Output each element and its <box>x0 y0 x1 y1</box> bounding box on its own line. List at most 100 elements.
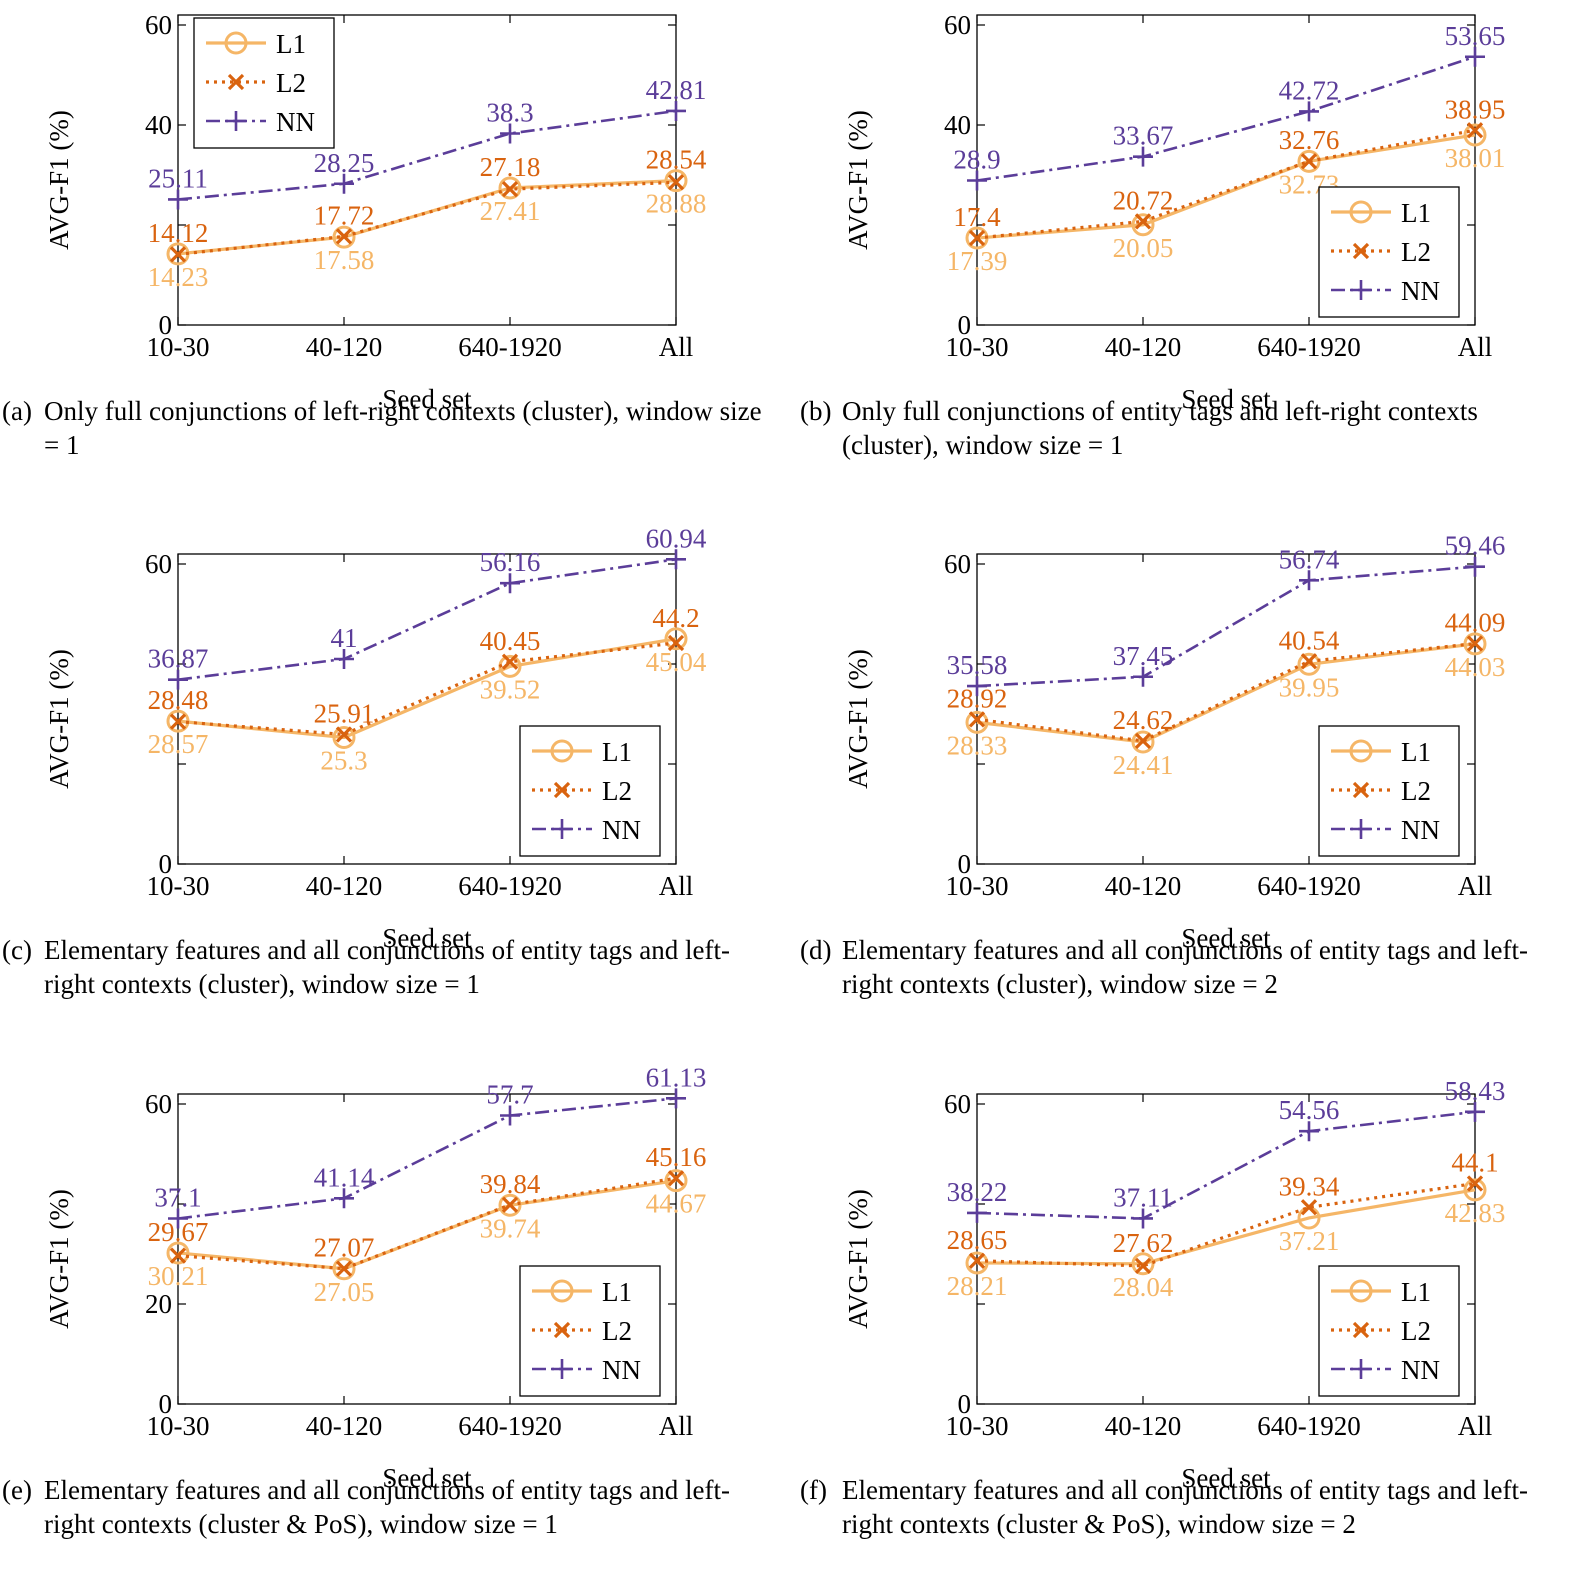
plot-frame <box>976 553 1476 865</box>
nn-marker <box>1133 666 1153 687</box>
x-tick-label: 40-120 <box>306 871 383 901</box>
l1-data-label: 17.58 <box>314 245 375 275</box>
l2-marker <box>1352 1321 1370 1339</box>
y-tick-label: 0 <box>958 1389 972 1419</box>
nn-marker <box>666 100 686 121</box>
nn-series-line <box>177 558 677 681</box>
x-axis-title: Seed set <box>382 923 472 953</box>
nn-data-label: 36.87 <box>148 644 209 674</box>
x-tick-label: All <box>659 332 694 362</box>
l1-series-line <box>177 1179 677 1271</box>
l1-marker <box>1131 730 1155 754</box>
nn-marker <box>552 819 572 839</box>
l2-data-label: 45.16 <box>646 1142 707 1172</box>
x-tick-label: 40-120 <box>1105 871 1182 901</box>
l1-data-label: 20.05 <box>1113 233 1174 263</box>
l2-data-label: 14.12 <box>148 218 209 248</box>
legend-label-l2: L2 <box>1401 776 1431 806</box>
l2-marker <box>1134 1257 1152 1275</box>
l1-data-label: 17.39 <box>947 246 1008 276</box>
legend-label-l2: L2 <box>1401 237 1431 267</box>
nn-series-line <box>976 565 1476 688</box>
y-axis-title: AVG-F1 (%) <box>843 649 873 789</box>
l2-data-label: 24.62 <box>1113 705 1174 735</box>
y-tick-label: 0 <box>159 1389 173 1419</box>
l1-data-label: 30.21 <box>148 1261 209 1291</box>
legend-box <box>519 725 661 857</box>
l1-data-label: 28.04 <box>1113 1272 1174 1302</box>
y-axis-title: AVG-F1 (%) <box>44 1189 74 1329</box>
l1-marker <box>965 710 989 734</box>
l1-data-label: 44.67 <box>646 1189 707 1219</box>
l1-series-line <box>976 133 1476 240</box>
nn-data-label: 42.72 <box>1279 75 1340 105</box>
plot-frame <box>976 1093 1476 1405</box>
l2-data-label: 27.07 <box>314 1233 375 1263</box>
x-tick-label: 640-1920 <box>458 332 562 362</box>
l1-marker <box>1297 149 1321 173</box>
l2-series-line <box>976 641 1476 743</box>
l2-marker <box>335 726 353 743</box>
x-tick-label: 10-30 <box>147 1411 210 1441</box>
l1-marker <box>1463 1178 1487 1202</box>
legend-label-l2: L2 <box>602 1316 632 1346</box>
nn-marker <box>500 123 520 144</box>
nn-data-label: 37.11 <box>1113 1182 1173 1212</box>
legend-label-l1: L1 <box>602 737 632 767</box>
x-tick-label: 40-120 <box>1105 1411 1182 1441</box>
panel-tag: (c) <box>2 935 32 965</box>
legend: L1 L2 NN <box>1318 725 1460 857</box>
nn-marker <box>168 189 188 210</box>
l2-marker <box>968 711 986 728</box>
y-tick-label: 0 <box>958 310 972 340</box>
legend-label-l1: L1 <box>1401 737 1431 767</box>
l1-marker <box>1349 739 1373 763</box>
nn-data-label: 58.43 <box>1445 1076 1506 1106</box>
l2-marker <box>553 781 571 799</box>
l2-data-label: 27.18 <box>480 152 541 182</box>
x-axis-title: Seed set <box>382 1463 472 1493</box>
x-tick-label: All <box>1458 1411 1493 1441</box>
l1-marker <box>1297 652 1321 676</box>
l1-marker <box>550 1279 574 1303</box>
l2-marker <box>501 180 519 198</box>
x-tick-label: All <box>659 1411 694 1441</box>
l2-marker <box>1300 653 1318 670</box>
x-tick-label: 10-30 <box>147 871 210 901</box>
nn-marker <box>552 1359 572 1379</box>
l2-marker <box>501 653 519 670</box>
legend: L1 L2 NN <box>193 17 335 149</box>
l2-marker <box>169 1247 187 1264</box>
l1-marker <box>550 739 574 763</box>
nn-marker <box>967 170 987 191</box>
l2-data-label: 40.45 <box>480 626 541 656</box>
l2-data-label: 28.54 <box>646 145 707 175</box>
l1-series-line <box>177 179 677 256</box>
l1-marker <box>166 1241 190 1265</box>
l1-data-label: 25.3 <box>320 746 367 776</box>
legend-label-nn: NN <box>276 107 315 137</box>
nn-data-label: 37.1 <box>154 1183 201 1213</box>
l2-marker <box>1466 122 1484 139</box>
l2-marker <box>335 228 353 245</box>
x-tick-label: 640-1920 <box>1257 871 1361 901</box>
nn-marker <box>666 549 686 570</box>
chart-panel-b: 0 40 60 10-30 40-120 640-1920 All Seed set AVG-F… <box>843 10 1505 414</box>
nn-data-label: 53.65 <box>1445 21 1506 51</box>
nn-data-label: 60.94 <box>646 523 707 553</box>
l2-marker <box>1134 732 1152 750</box>
l1-data-label: 14.23 <box>148 262 209 292</box>
l1-marker <box>1131 213 1155 237</box>
nn-marker <box>168 669 188 690</box>
legend: L1 L2 NN <box>1318 186 1460 318</box>
l1-marker <box>498 1193 522 1217</box>
nn-data-label: 56.74 <box>1279 544 1340 574</box>
nn-data-label: 59.46 <box>1445 531 1506 561</box>
y-axis-title: AVG-F1 (%) <box>44 649 74 789</box>
l1-data-label: 37.21 <box>1279 1226 1340 1256</box>
x-tick-label: 640-1920 <box>1257 332 1361 362</box>
chart-panel-f: 0 60 10-30 40-120 640-1920 All Seed set AVG-F1 … <box>843 1076 1505 1493</box>
legend-label-nn: NN <box>1401 276 1440 306</box>
l2-data-label: 28.48 <box>148 685 209 715</box>
nn-marker <box>1133 1208 1153 1229</box>
